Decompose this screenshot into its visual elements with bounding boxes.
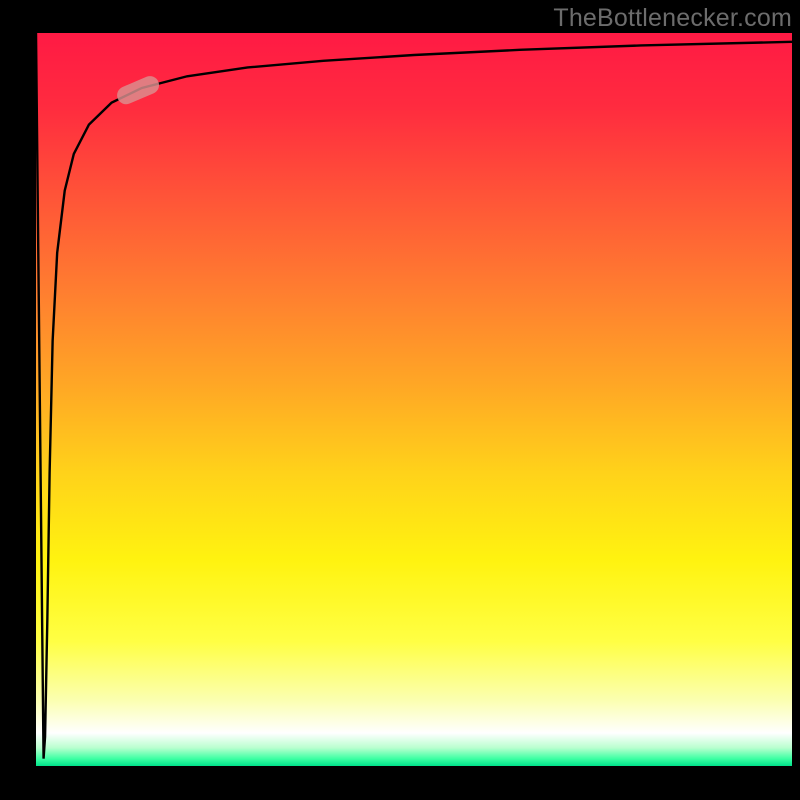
watermark-label: TheBottlenecker.com	[553, 4, 792, 33]
gradient-background	[36, 33, 792, 766]
chart-plot	[36, 33, 792, 766]
chart-stage: TheBottlenecker.com	[0, 0, 800, 800]
